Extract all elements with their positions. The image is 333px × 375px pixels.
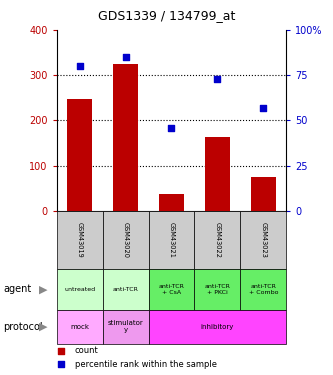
Point bbox=[215, 76, 220, 82]
Text: GSM43023: GSM43023 bbox=[260, 222, 266, 258]
Bar bbox=[103, 310, 149, 344]
Text: anti-TCR
+ Combo: anti-TCR + Combo bbox=[249, 284, 278, 295]
Bar bbox=[67, 99, 92, 211]
Bar bbox=[103, 211, 149, 269]
Text: stimulator
y: stimulator y bbox=[108, 320, 144, 333]
Bar bbox=[113, 64, 138, 211]
Text: anti-TCR
+ CsA: anti-TCR + CsA bbox=[159, 284, 184, 295]
Bar bbox=[149, 310, 286, 344]
Text: inhibitory: inhibitory bbox=[201, 324, 234, 330]
Point bbox=[123, 54, 128, 60]
Text: agent: agent bbox=[3, 284, 32, 294]
Bar bbox=[240, 211, 286, 269]
Text: GSM43019: GSM43019 bbox=[77, 222, 83, 258]
Bar bbox=[251, 177, 276, 211]
Text: GSM43022: GSM43022 bbox=[214, 222, 220, 258]
Bar bbox=[205, 137, 230, 211]
Text: untreated: untreated bbox=[64, 287, 95, 292]
Point bbox=[169, 124, 174, 130]
Text: GSM43021: GSM43021 bbox=[168, 222, 174, 258]
Bar bbox=[159, 194, 184, 211]
Bar bbox=[149, 211, 194, 269]
Point bbox=[59, 362, 64, 368]
Point bbox=[77, 63, 82, 69]
Bar bbox=[103, 269, 149, 310]
Text: protocol: protocol bbox=[3, 322, 43, 332]
Bar bbox=[57, 310, 103, 344]
Text: GSM43020: GSM43020 bbox=[123, 222, 129, 258]
Bar bbox=[240, 269, 286, 310]
Text: ▶: ▶ bbox=[39, 322, 48, 332]
Bar bbox=[57, 211, 103, 269]
Bar bbox=[57, 269, 103, 310]
Bar bbox=[194, 269, 240, 310]
Point bbox=[59, 348, 64, 354]
Text: percentile rank within the sample: percentile rank within the sample bbox=[75, 360, 217, 369]
Bar bbox=[149, 269, 194, 310]
Text: count: count bbox=[75, 346, 99, 355]
Text: anti-TCR: anti-TCR bbox=[113, 287, 139, 292]
Text: mock: mock bbox=[70, 324, 89, 330]
Text: GDS1339 / 134799_at: GDS1339 / 134799_at bbox=[98, 9, 235, 22]
Point bbox=[261, 105, 266, 111]
Bar bbox=[194, 211, 240, 269]
Text: ▶: ▶ bbox=[39, 284, 48, 294]
Text: anti-TCR
+ PKCi: anti-TCR + PKCi bbox=[204, 284, 230, 295]
